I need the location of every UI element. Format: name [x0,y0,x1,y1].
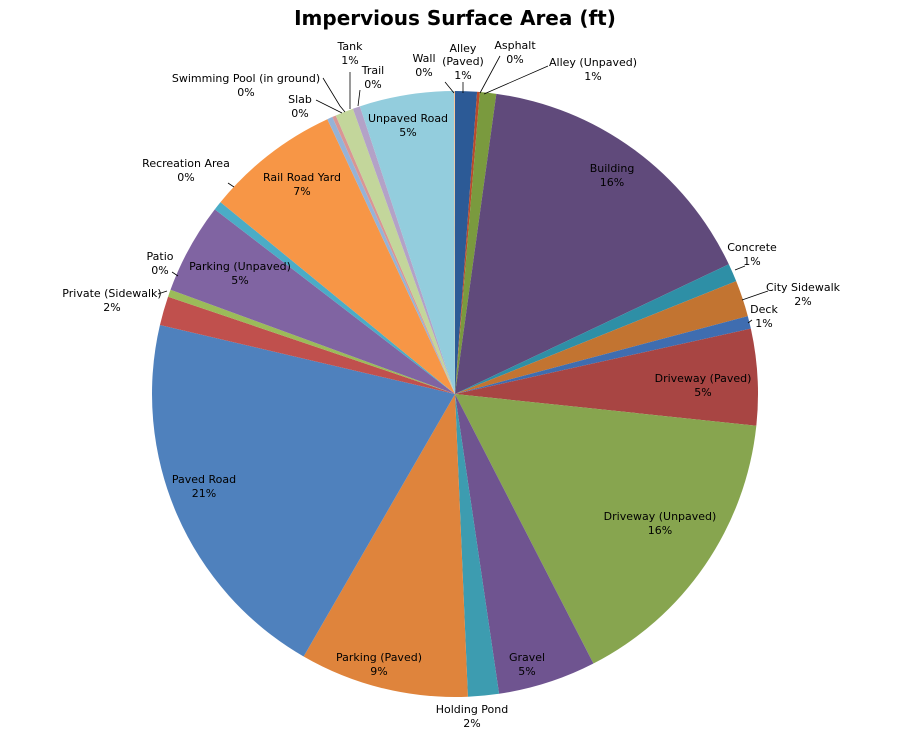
slice-wall [454,90,455,395]
slice-pct-swimming-pool-in-ground: 0% [237,86,254,99]
slice-label-wall: Wall [412,52,435,65]
slice-label-driveway-unpaved: Driveway (Unpaved) [604,510,717,523]
slice-pct-private-sidewalk: 2% [103,301,120,314]
slice-pct-holding-pond: 2% [463,717,480,730]
leader-line-trail [357,89,361,107]
leader-lines [157,55,769,324]
slice-alley-unpaved [455,92,497,395]
slice-label-paved-road: Paved Road [172,473,236,486]
slice-deck [455,316,751,394]
slice-label-slab: Slab [288,93,312,106]
leader-line-swimming-pool-in-ground [322,77,346,113]
slice-slab [327,116,455,395]
slice-holding-pond [455,394,500,697]
slice-label-asphalt: Asphalt [494,39,536,52]
slice-label-private-sidewalk: Private (Sidewalk) [62,287,161,300]
slice-label-tank: Tank [337,40,364,53]
slice-paved-road [151,325,455,657]
leader-line-recreation-area [227,182,235,188]
slice-driveway-paved [455,328,758,426]
leader-line-patio [171,271,179,277]
slice-pct-parking-paved: 9% [370,665,387,678]
slice-parking-paved [303,394,468,698]
slice-label-deck: Deck [750,303,778,316]
slice-label-gravel: Gravel [509,651,545,664]
slice-pct-recreation-area: 0% [177,171,194,184]
slice-private-sidewalk [159,296,455,394]
slice-pct-asphalt: 0% [506,53,523,66]
slice-label-parking-unpaved: Parking (Unpaved) [189,260,291,273]
slice-parking-unpaved [170,209,455,394]
leader-line-city-sidewalk [741,290,769,301]
slice-pct-alley-unpaved: 1% [584,70,601,83]
slice-label-unpaved-road: Unpaved Road [368,112,448,125]
leader-line-private-sidewalk [157,290,168,295]
slice-pct-tank: 1% [341,54,358,67]
slice-pct-parking-unpaved: 5% [231,274,248,287]
slice-label-building: Building [590,162,635,175]
slice-pct-gravel: 5% [518,665,535,678]
slice-building [455,93,729,394]
pie-slices [151,90,758,698]
leader-line-asphalt [479,55,501,94]
slice-concrete [455,264,737,394]
slice-pct-wall: 0% [415,66,432,79]
slice-label-alley-paved: Alley (Paved) [442,42,484,68]
slice-label-concrete: Concrete [727,241,777,254]
leader-line-deck [747,319,753,324]
slice-pct-building: 16% [600,176,624,189]
slice-tank [335,108,455,394]
slice-asphalt [455,91,480,394]
slice-gravel [455,394,594,694]
slice-trail [352,106,455,394]
slice-pct-rail-road-yard: 7% [293,185,310,198]
slice-label-rail-road-yard: Rail Road Yard [263,171,341,184]
slice-pct-patio: 0% [151,264,168,277]
slice-label-recreation-area: Recreation Area [142,157,230,170]
slice-unpaved-road [359,91,455,394]
slice-label-alley-unpaved: Alley (Unpaved) [549,56,637,69]
slice-label-driveway-paved: Driveway (Paved) [655,372,752,385]
slice-label-city-sidewalk: City Sidewalk [766,281,841,294]
slice-label-parking-paved: Parking (Paved) [336,651,422,664]
slice-recreation-area [214,202,455,394]
slice-pct-slab: 0% [291,107,308,120]
slice-pct-unpaved-road: 5% [399,126,416,139]
slice-rail-road-yard [220,119,455,395]
leader-line-concrete [734,265,746,271]
slice-label-trail: Trail [361,64,384,77]
leader-line-slab [315,99,343,114]
slice-pct-alley-paved: 1% [454,69,471,82]
slice-driveway-unpaved [455,394,757,664]
slice-alley-paved [455,91,478,394]
slice-pct-deck: 1% [755,317,772,330]
slice-city-sidewalk [455,281,748,394]
slice-pct-driveway-unpaved: 16% [648,524,672,537]
leader-line-alley-unpaved [483,65,549,95]
slice-pct-concrete: 1% [743,255,760,268]
slice-pct-city-sidewalk: 2% [794,295,811,308]
leader-line-wall [444,81,455,94]
slice-label-patio: Patio [147,250,174,263]
slice-label-swimming-pool-in-ground: Swimming Pool (in ground) [172,72,320,85]
slice-pct-driveway-paved: 5% [694,386,711,399]
slice-pct-trail: 0% [364,78,381,91]
slice-patio [168,289,456,394]
slice-pct-paved-road: 21% [192,487,216,500]
slice-swimming-pool-in-ground [332,115,455,394]
slice-label-holding-pond: Holding Pond [436,703,508,716]
chart-title: Impervious Surface Area (ft) [294,6,616,30]
